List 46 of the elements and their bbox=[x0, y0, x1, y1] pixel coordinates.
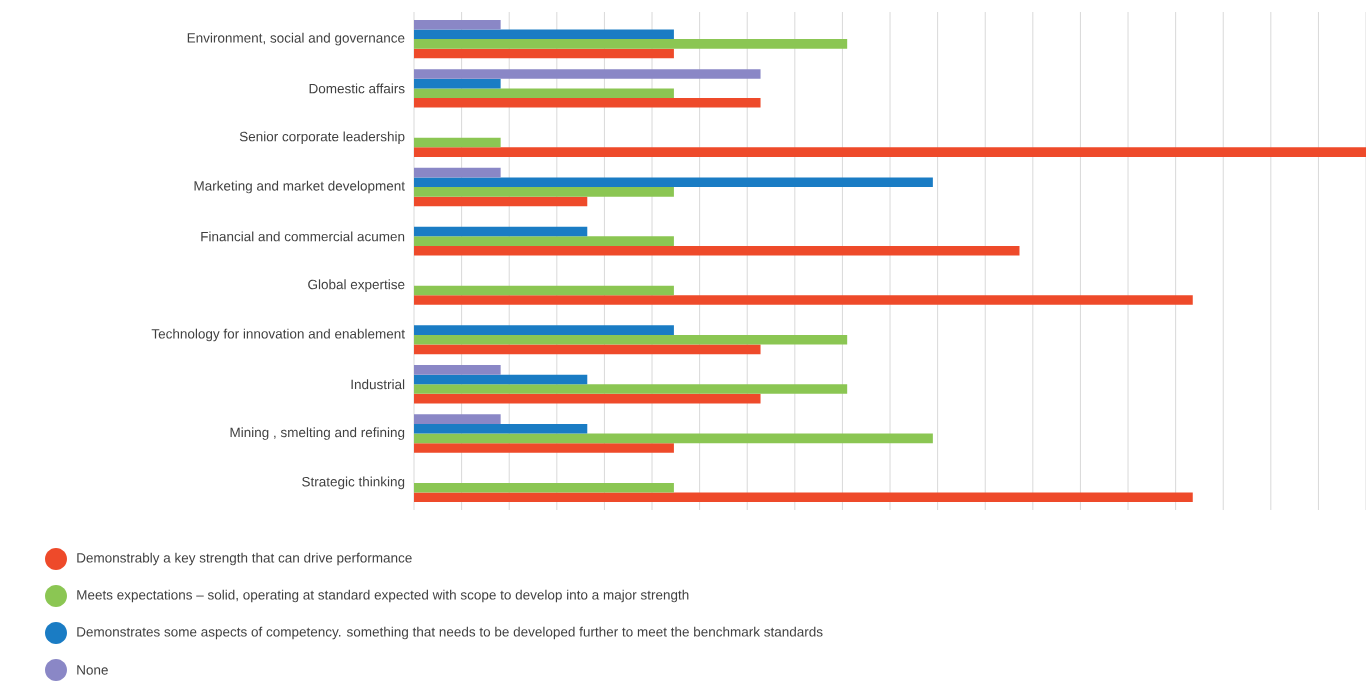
bar bbox=[414, 147, 1366, 157]
bar bbox=[414, 393, 761, 404]
bar bbox=[414, 187, 674, 197]
bar bbox=[414, 69, 761, 79]
bar bbox=[414, 423, 588, 434]
bar bbox=[414, 78, 501, 89]
bar bbox=[414, 384, 848, 394]
bar bbox=[414, 245, 1020, 256]
bar bbox=[414, 325, 674, 335]
bar bbox=[414, 295, 1193, 305]
bar bbox=[414, 365, 501, 375]
bar bbox=[414, 19, 501, 30]
bar bbox=[414, 334, 848, 345]
legend-label: Demonstrates some aspects of competency. something that needs to be developed further to meet the benchmark standards bbox=[77, 626, 823, 640]
bar bbox=[414, 88, 674, 99]
bar bbox=[414, 433, 933, 444]
bar bbox=[414, 492, 1193, 503]
bar bbox=[414, 226, 588, 237]
bar bbox=[414, 414, 501, 424]
y-tick-label: Marketing and market development bbox=[194, 180, 405, 194]
bar bbox=[414, 285, 674, 296]
y-tick-label: Senior corporate leadership bbox=[239, 131, 405, 145]
y-tick-label: Domestic affairs bbox=[309, 83, 405, 94]
y-tick-label: Mining , smelting and refining bbox=[230, 427, 405, 440]
y-tick-label: Financial and commercial acumen bbox=[201, 231, 405, 242]
bar bbox=[414, 482, 674, 493]
bar bbox=[414, 344, 761, 355]
bar bbox=[414, 236, 674, 246]
bar bbox=[414, 374, 588, 385]
legend-label: Meets expectations – solid, operating at standard expected with scope to develop into a major strength bbox=[77, 589, 689, 603]
bar bbox=[414, 98, 761, 108]
bar bbox=[414, 443, 674, 453]
bar bbox=[414, 29, 674, 40]
bar bbox=[414, 177, 933, 188]
bar bbox=[414, 167, 501, 178]
bar bbox=[414, 48, 674, 59]
y-tick-label: Strategic thinking bbox=[302, 476, 405, 490]
bar bbox=[414, 39, 848, 49]
y-tick-label: Industrial bbox=[351, 379, 405, 390]
y-tick-label: Global expertise bbox=[308, 279, 405, 292]
legend-label: None bbox=[77, 665, 108, 675]
bar bbox=[414, 137, 501, 148]
bar bbox=[414, 196, 588, 207]
y-tick-label: Environment, social and governance bbox=[187, 32, 405, 46]
y-tick-label: Technology for innovation and enablement bbox=[151, 328, 405, 342]
legend-label: Demonstrably a key strength that can drive performance bbox=[77, 552, 412, 566]
